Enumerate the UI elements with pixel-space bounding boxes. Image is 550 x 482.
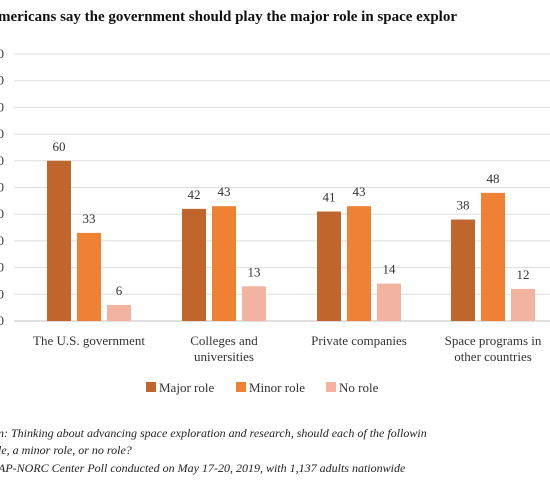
bar-value-label: 48 — [487, 171, 500, 186]
bar — [451, 219, 475, 321]
legend-swatch-minor-role — [236, 382, 246, 392]
legend-label-no-role: No role — [339, 380, 379, 395]
bar-value-label: 60 — [53, 139, 66, 154]
chart-title: mericans say the government should play … — [0, 9, 457, 25]
bar — [182, 208, 206, 321]
bar-value-label: 12 — [517, 267, 530, 282]
legend-swatch-no-role — [326, 382, 336, 392]
y-tick-label: 0 — [0, 73, 4, 88]
category-label: The U.S. government — [33, 333, 145, 348]
note-source: AP-NORC Center Poll conducted on May 17-… — [0, 461, 406, 475]
data-labels: 60 33 6 42 43 13 41 43 14 38 48 12 — [53, 139, 530, 298]
category-label: Colleges and — [190, 333, 258, 348]
note-question: n: Thinking about advancing space explor… — [0, 426, 427, 440]
bar-value-label: 6 — [116, 283, 123, 298]
y-tick-label: 0 — [0, 206, 4, 221]
bar-value-label: 38 — [457, 198, 470, 213]
bar-value-label: 43 — [353, 184, 366, 199]
bar-value-label: 14 — [383, 262, 397, 277]
bar — [242, 286, 266, 321]
bar — [511, 288, 535, 321]
bar-value-label: 41 — [323, 190, 336, 205]
y-tick-label: 0 — [0, 180, 4, 195]
legend-swatch-major-role — [146, 382, 156, 392]
y-tick-label: 0 — [0, 126, 4, 141]
category-label: universities — [194, 349, 254, 364]
y-axis-tick-labels: 0 0 0 0 0 0 0 0 0 0 0 — [0, 46, 4, 328]
bar-value-label: 33 — [83, 211, 96, 226]
x-axis-category-labels: The U.S. government Colleges anduniversit… — [33, 333, 542, 364]
bars — [47, 160, 535, 321]
y-tick-label: 0 — [0, 286, 4, 301]
bar — [347, 206, 371, 321]
y-tick-label: 0 — [0, 260, 4, 275]
category-label: Private companies — [311, 333, 407, 348]
chart-notes: n: Thinking about advancing space explor… — [0, 426, 427, 475]
category-label: Space programs in — [445, 333, 542, 348]
legend: Major role Minor role No role — [146, 380, 379, 395]
y-tick-label: 0 — [0, 99, 4, 114]
bar — [77, 232, 101, 321]
note-question-continued: le, a minor role, or no role? — [0, 443, 132, 457]
legend-label-major-role: Major role — [159, 380, 214, 395]
bar-value-label: 42 — [188, 187, 201, 202]
y-tick-label: 0 — [0, 46, 4, 61]
bar — [317, 211, 341, 321]
bar-value-label: 43 — [218, 184, 231, 199]
gridlines — [14, 53, 550, 322]
bar — [47, 160, 71, 321]
category-label: other countries — [454, 349, 532, 364]
bar-value-label: 13 — [248, 264, 261, 279]
y-tick-label: 0 — [0, 233, 4, 248]
bar — [212, 206, 236, 321]
y-tick-label: 0 — [0, 153, 4, 168]
y-tick-label: 0 — [0, 313, 4, 328]
bar — [377, 283, 401, 321]
bar — [481, 192, 505, 321]
bar — [107, 304, 131, 321]
legend-label-minor-role: Minor role — [249, 380, 305, 395]
